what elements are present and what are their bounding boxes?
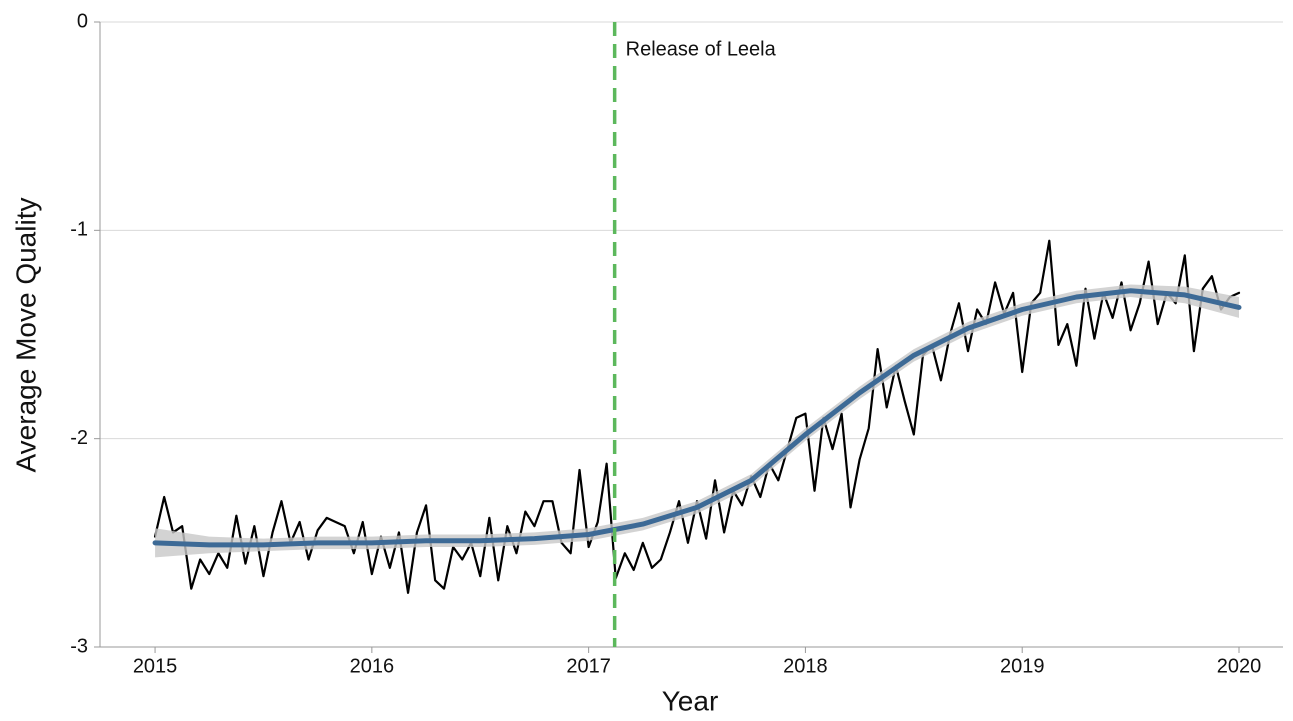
x-tick-label: 2018 xyxy=(783,655,828,677)
x-tick-label: 2016 xyxy=(350,655,395,677)
y-tick-label: -3 xyxy=(70,635,88,657)
x-tick-label: 2017 xyxy=(566,655,611,677)
y-tick-label: -1 xyxy=(70,219,88,241)
y-axis-title: Average Move Quality xyxy=(10,198,41,473)
y-tick-label: -2 xyxy=(70,427,88,449)
trend-line xyxy=(152,288,1242,548)
x-tick-label: 2020 xyxy=(1217,655,1262,677)
x-axis-title: Year xyxy=(662,685,719,716)
x-tick-label: 2019 xyxy=(1000,655,1045,677)
y-tick-label: 0 xyxy=(77,10,88,32)
annotation-label: Release of Leela xyxy=(626,38,777,60)
confidence-band xyxy=(155,284,1239,558)
x-tick-label: 2015 xyxy=(133,655,178,677)
